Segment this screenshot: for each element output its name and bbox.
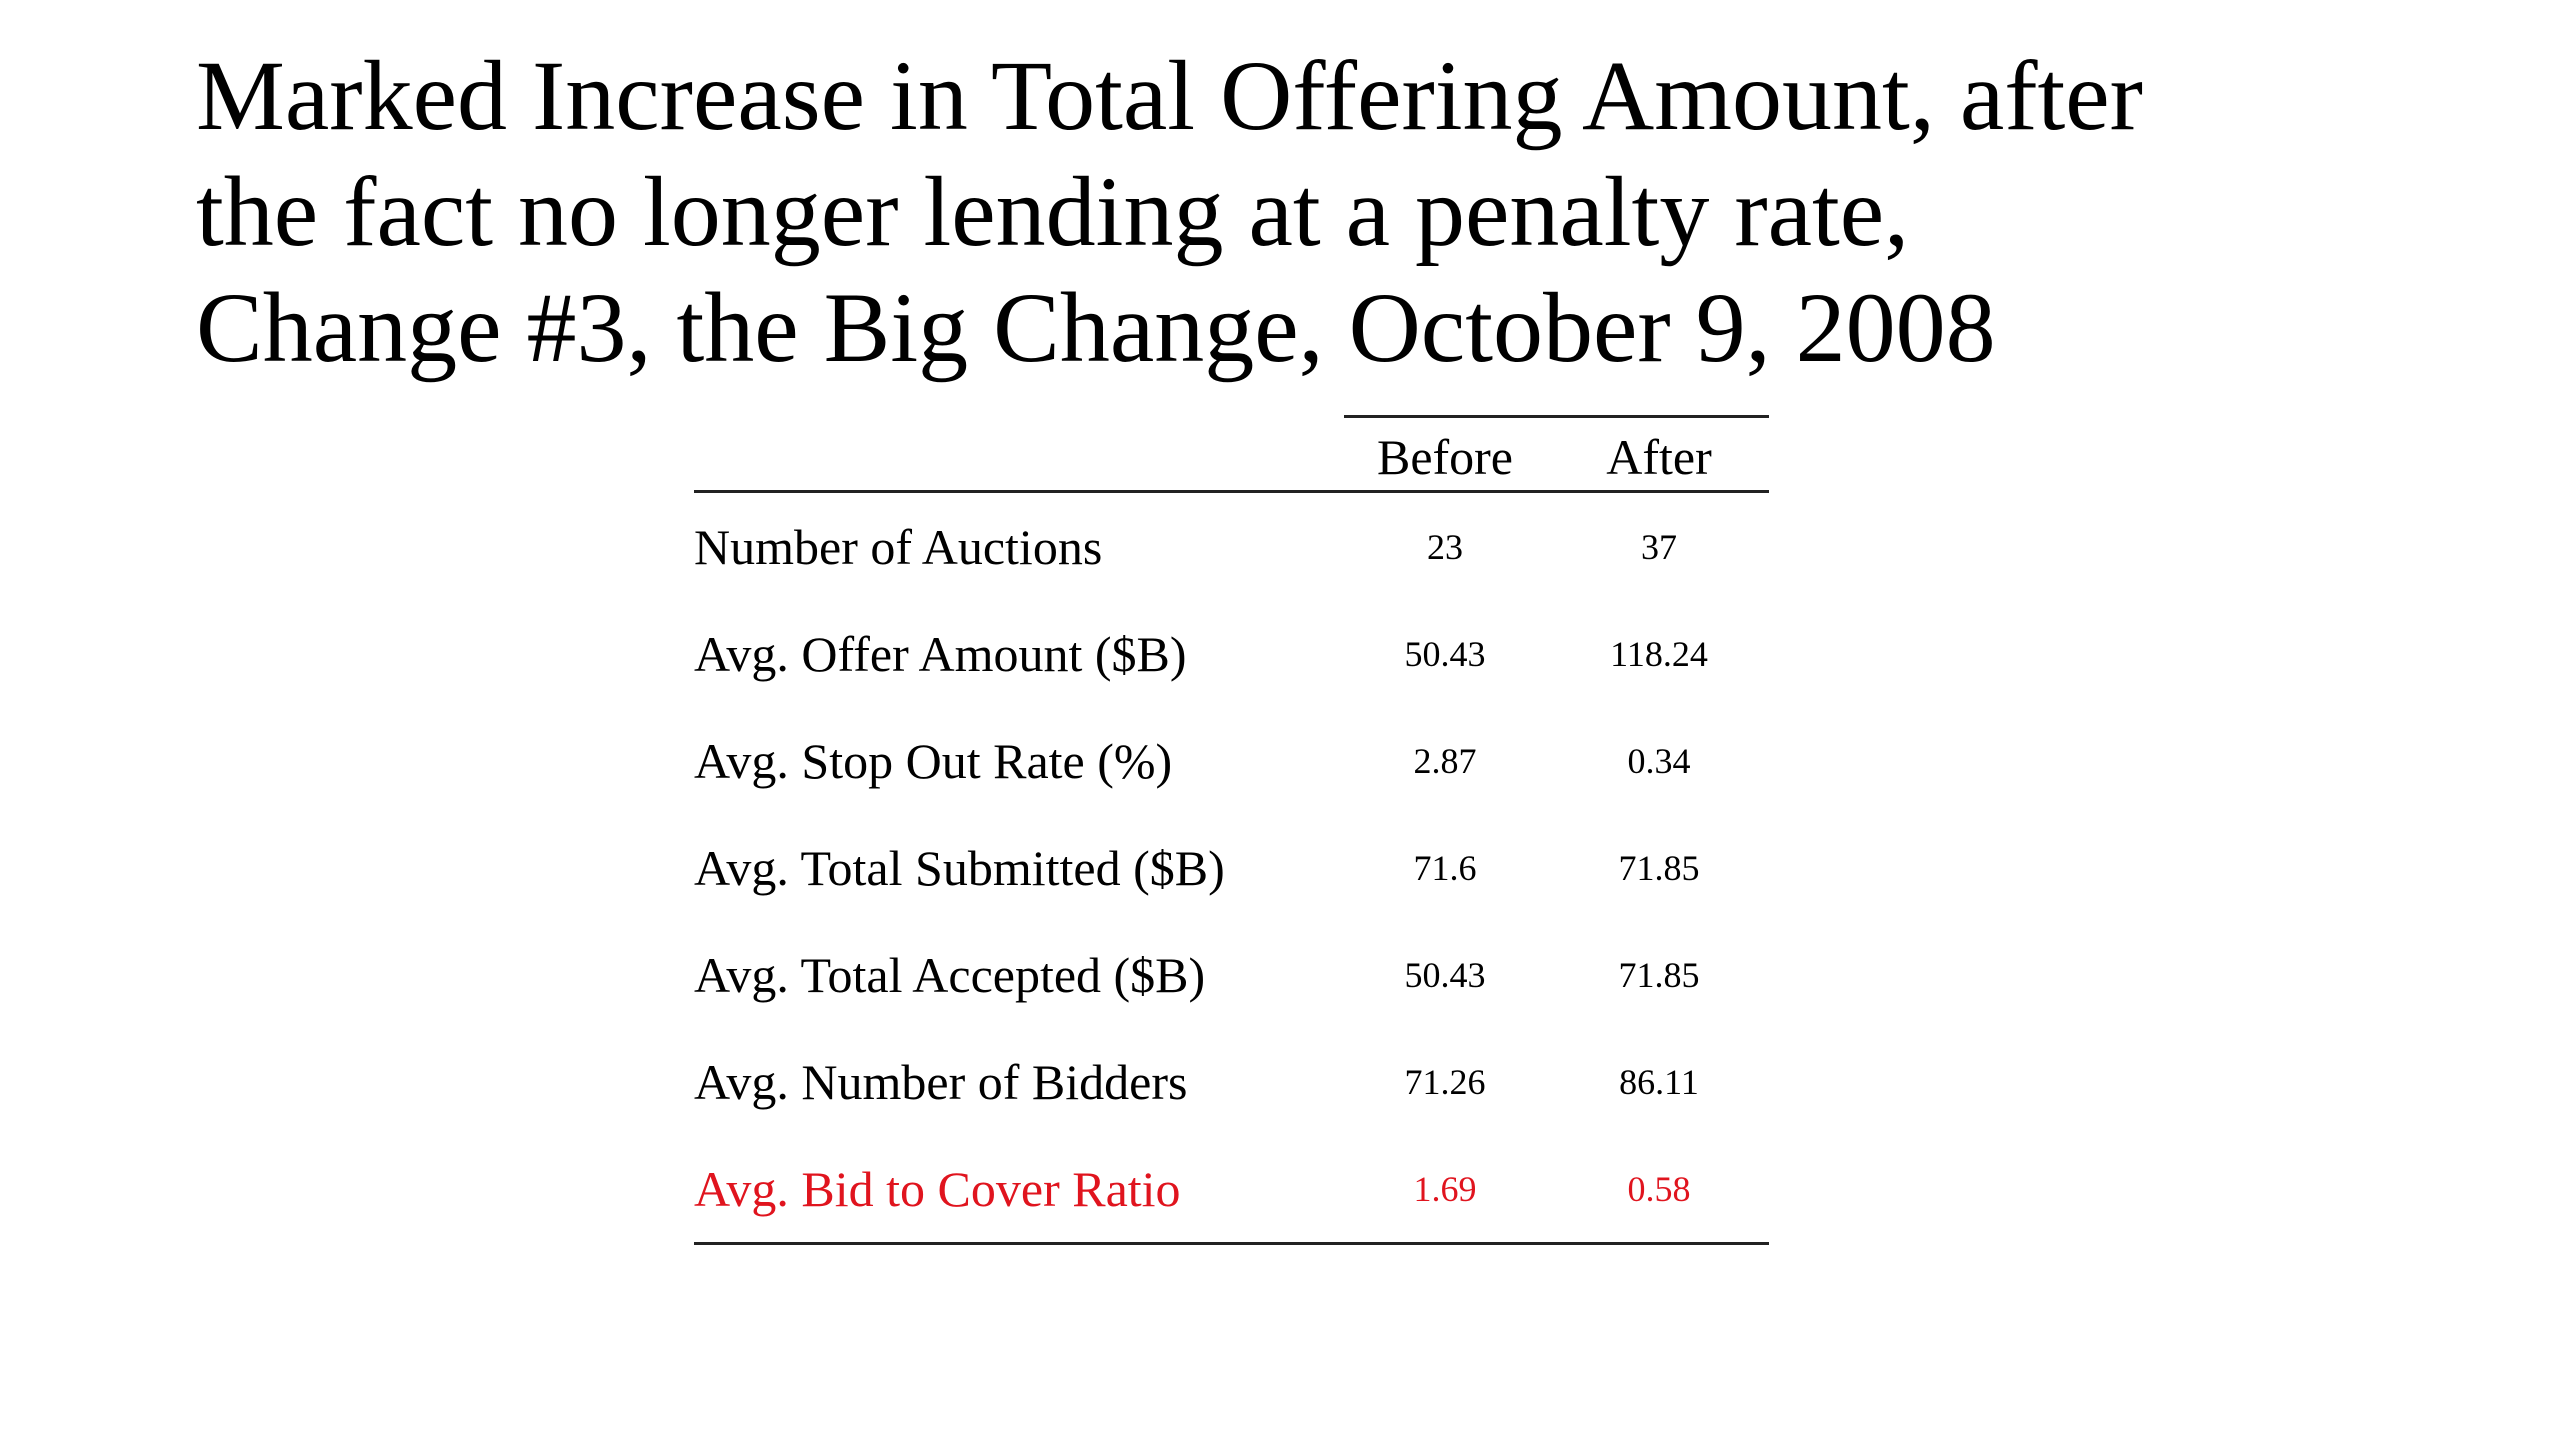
value-after: 0.58	[1627, 1168, 1691, 1209]
row-label: Avg. Offer Amount ($B)	[694, 625, 1187, 682]
table-header-row: Before After	[694, 415, 1769, 490]
table-row-highlighted: Avg. Bid to Cover Ratio 1.69 0.58	[694, 1135, 1769, 1242]
row-label: Number of Auctions	[694, 518, 1103, 575]
header-bottom-rule	[694, 490, 1769, 493]
slide-title-line: Marked Increase in Total Offering Amount…	[196, 40, 2143, 151]
value-before: 1.69	[1413, 1168, 1477, 1209]
slide-title-line: the fact no longer lending at a penalty …	[196, 156, 1910, 267]
header-top-rule	[1344, 415, 1769, 418]
value-after: 0.34	[1627, 740, 1691, 781]
value-before: 50.43	[1404, 633, 1486, 674]
table-row: Avg. Total Accepted ($B) 50.43 71.85	[694, 921, 1769, 1028]
table-row: Number of Auctions 23 37	[694, 493, 1769, 600]
value-after: 71.85	[1618, 954, 1700, 995]
value-before: 71.6	[1413, 847, 1477, 888]
value-after: 71.85	[1618, 847, 1700, 888]
table-row: Avg. Offer Amount ($B) 50.43 118.24	[694, 600, 1769, 707]
row-label: Avg. Total Submitted ($B)	[694, 839, 1225, 896]
value-before: 2.87	[1413, 740, 1477, 781]
value-before: 71.26	[1404, 1061, 1486, 1102]
table-row: Avg. Total Submitted ($B) 71.6 71.85	[694, 814, 1769, 921]
slide-title-line: Change #3, the Big Change, October 9, 20…	[196, 272, 1996, 383]
value-after: 37	[1641, 526, 1677, 567]
comparison-table: Before After Number of Auctions 23 37 Av…	[694, 415, 1769, 1245]
table-row: Avg. Stop Out Rate (%) 2.87 0.34	[694, 707, 1769, 814]
row-label: Avg. Number of Bidders	[694, 1053, 1188, 1110]
value-before: 23	[1427, 526, 1463, 567]
value-before: 50.43	[1404, 954, 1486, 995]
table-bottom-rule	[694, 1242, 1769, 1245]
row-label: Avg. Total Accepted ($B)	[694, 946, 1206, 1003]
table-row: Avg. Number of Bidders 71.26 86.11	[694, 1028, 1769, 1135]
column-header-before: Before	[1376, 429, 1514, 485]
row-label: Avg. Stop Out Rate (%)	[694, 732, 1173, 789]
value-after: 118.24	[1610, 633, 1708, 674]
row-label: Avg. Bid to Cover Ratio	[694, 1160, 1181, 1217]
value-after: 86.11	[1619, 1061, 1699, 1102]
column-header-after: After	[1606, 429, 1712, 485]
slide-title: Marked Increase in Total Offering Amount…	[196, 38, 2446, 386]
